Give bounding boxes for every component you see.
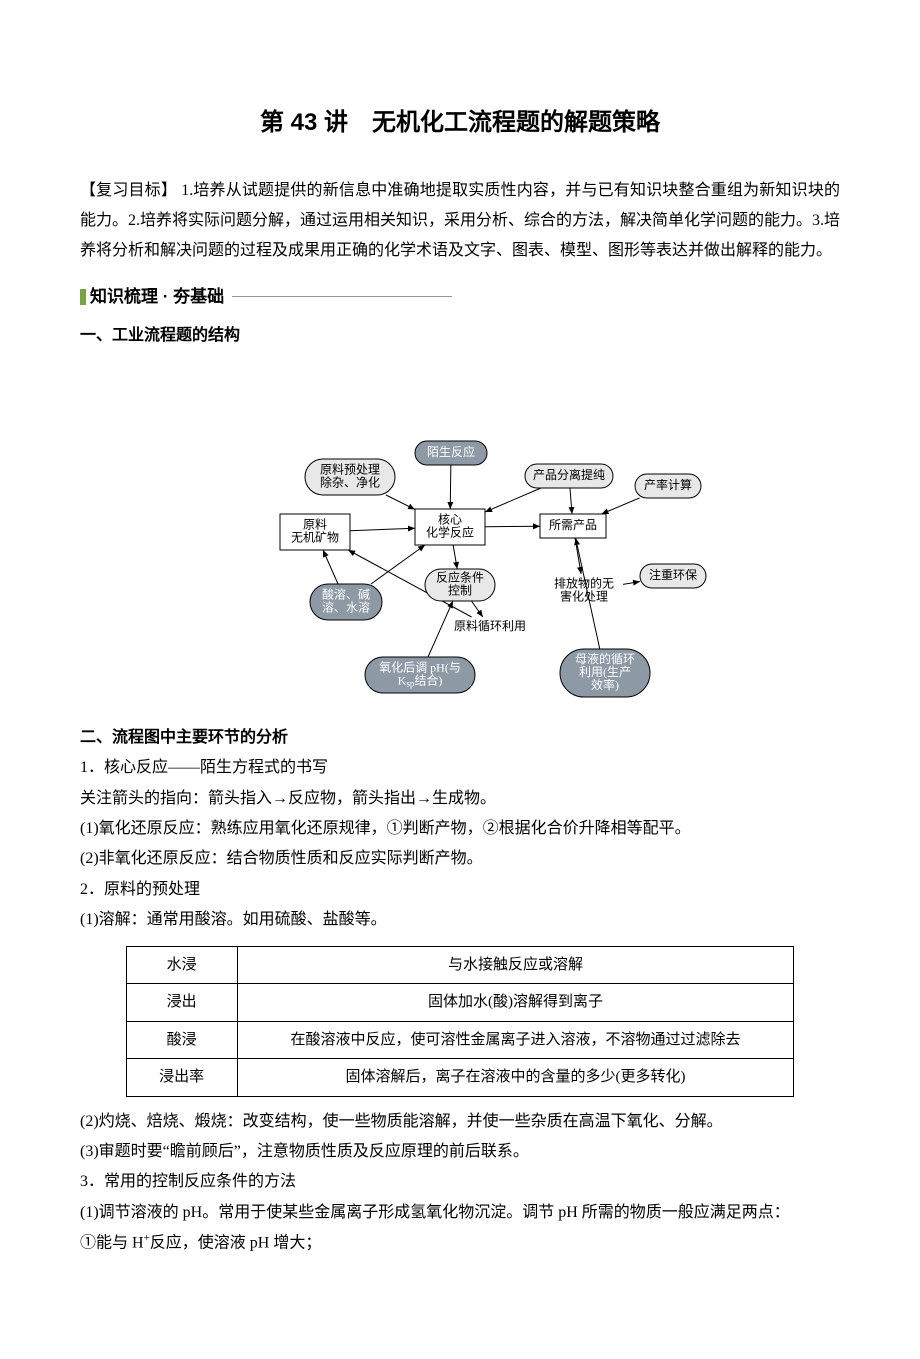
b2-title: 2．原料的预处理 <box>80 875 840 905</box>
b2-p3: (3)审题时要“瞻前顾后”，注意物质性质及反应原理的前后联系。 <box>80 1137 840 1167</box>
svg-text:原料循环利用: 原料循环利用 <box>454 619 526 633</box>
table-cell: 固体溶解后，离子在溶液中的含量的多少(更多转化) <box>237 1059 794 1097</box>
table-row: 酸浸在酸溶液中反应，使可溶性金属离子进入溶液，不溶物通过过滤除去 <box>126 1021 794 1059</box>
table-cell: 在酸溶液中反应，使可溶性金属离子进入溶液，不溶物通过过滤除去 <box>237 1021 794 1059</box>
svg-text:母液的循环: 母液的循环 <box>575 651 635 666</box>
svg-text:反应条件: 反应条件 <box>436 570 484 585</box>
divider-line <box>232 296 452 297</box>
b1-title: 1．核心反应——陌生方程式的书写 <box>80 753 840 783</box>
svg-text:注重环保: 注重环保 <box>649 567 697 582</box>
table-row: 水浸与水接触反应或溶解 <box>126 946 794 984</box>
goal-label: 【复习目标】 <box>80 182 177 199</box>
svg-text:利用(生产: 利用(生产 <box>579 665 631 679</box>
section-header-text: 知识梳理 · 夯基础 <box>90 281 224 313</box>
svg-text:所需产品: 所需产品 <box>549 518 597 532</box>
review-goal: 【复习目标】 1.培养从试题提供的新信息中准确地提取实质性内容，并与已有知识块整… <box>80 176 840 267</box>
table-cell: 浸出 <box>126 984 237 1022</box>
b1-p2: (1)氧化还原反应：熟练应用氧化还原规律，①判断产物，②根据化合价升降相等配平。 <box>80 814 840 844</box>
svg-text:害化处理: 害化处理 <box>560 589 608 604</box>
svg-text:核心: 核心 <box>438 513 462 527</box>
b3-p2: ①能与 H+反应，使溶液 pH 增大； <box>80 1228 840 1259</box>
flow-diagram-svg: 原料无机矿物 原料预处理除杂、净化核心化学反应 陌生反应产品分离提纯所需产品 产率计算… <box>190 359 730 699</box>
table-cell: 固体加水(酸)溶解得到离子 <box>237 984 794 1022</box>
b3-p1: (1)调节溶液的 pH。常用于使某些金属离子形成氢氧化物沉淀。调节 pH 所需的… <box>80 1198 840 1228</box>
svg-text:陌生反应: 陌生反应 <box>427 444 475 459</box>
table-cell: 水浸 <box>126 946 237 984</box>
b3-title: 3．常用的控制反应条件的方法 <box>80 1167 840 1197</box>
flow-diagram: 原料无机矿物 原料预处理除杂、净化核心化学反应 陌生反应产品分离提纯所需产品 产率计算… <box>80 359 840 710</box>
svg-text:效率): 效率) <box>591 677 619 692</box>
table-row: 浸出固体加水(酸)溶解得到离子 <box>126 984 794 1022</box>
svg-text:控制: 控制 <box>448 584 472 598</box>
svg-text:除杂、净化: 除杂、净化 <box>320 475 380 490</box>
table-row: 浸出率固体溶解后，离子在溶液中的含量的多少(更多转化) <box>126 1059 794 1097</box>
b1-p3: (2)非氧化还原反应：结合物质性质和反应实际判断产物。 <box>80 844 840 874</box>
svg-text:酸溶、碱: 酸溶、碱 <box>322 587 370 602</box>
heading-a: 一、工业流程题的结构 <box>80 321 840 351</box>
svg-text:排放物的无: 排放物的无 <box>554 576 614 591</box>
table-cell: 与水接触反应或溶解 <box>237 946 794 984</box>
b3-p2-post: 反应，使溶液 pH 增大； <box>150 1234 322 1251</box>
dissolve-table: 水浸与水接触反应或溶解浸出固体加水(酸)溶解得到离子酸浸在酸溶液中反应，使可溶性… <box>126 946 795 1097</box>
svg-text:产率计算: 产率计算 <box>644 477 692 492</box>
b1-p1: 关注箭头的指向：箭头指入→反应物，箭头指出→生成物。 <box>80 784 840 814</box>
svg-text:原料: 原料 <box>303 518 327 532</box>
goal-text: 1.培养从试题提供的新信息中准确地提取实质性内容，并与已有知识块整合重组为新知识… <box>80 182 840 260</box>
b2-p1: (1)溶解：通常用酸溶。如用硫酸、盐酸等。 <box>80 905 840 935</box>
b2-p2: (2)灼烧、焙烧、煅烧：改变结构，使一些物质能溶解，并使一些杂质在高温下氧化、分… <box>80 1107 840 1137</box>
svg-text:氧化后调 pH(与: 氧化后调 pH(与 <box>379 661 461 675</box>
b3-p2-pre: ①能与 H <box>80 1234 144 1251</box>
heading-b: 二、流程图中主要环节的分析 <box>80 723 840 753</box>
svg-text:原料预处理: 原料预处理 <box>320 463 380 477</box>
svg-text:产品分离提纯: 产品分离提纯 <box>533 467 605 482</box>
svg-text:化学反应: 化学反应 <box>426 525 474 540</box>
bar-icon <box>80 289 86 305</box>
svg-text:Ksp结合): Ksp结合) <box>398 673 443 689</box>
page-title: 第 43 讲 无机化工流程题的解题策略 <box>80 100 840 146</box>
table-cell: 浸出率 <box>126 1059 237 1097</box>
svg-text:无机矿物: 无机矿物 <box>291 531 339 545</box>
svg-text:溶、水溶: 溶、水溶 <box>322 600 370 615</box>
table-cell: 酸浸 <box>126 1021 237 1059</box>
section-header: 知识梳理 · 夯基础 <box>80 281 840 313</box>
